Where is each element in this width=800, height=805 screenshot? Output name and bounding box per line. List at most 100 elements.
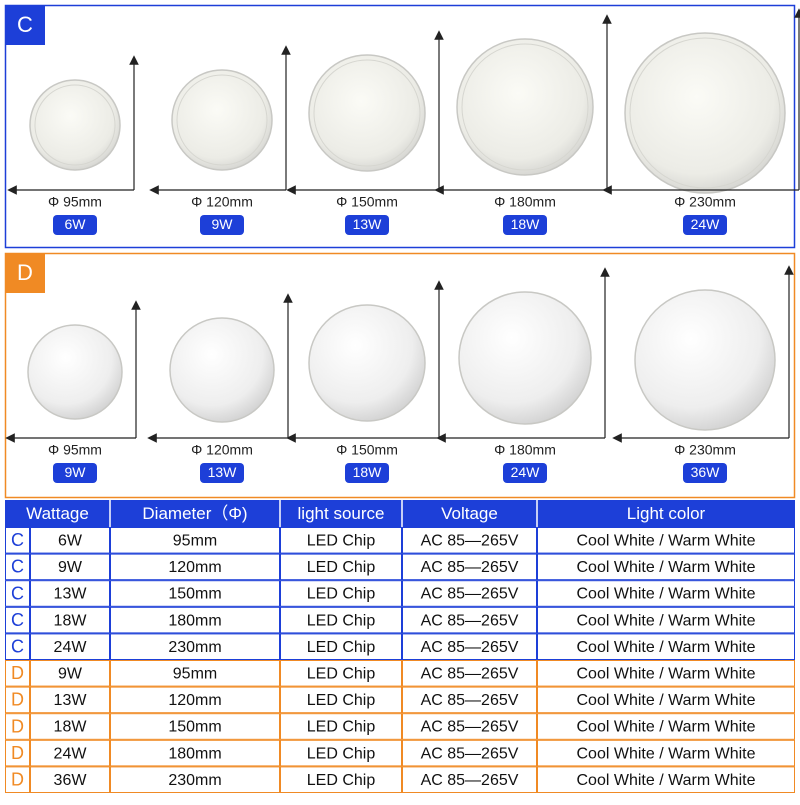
table-cell — [30, 739, 110, 767]
table-cell — [402, 633, 537, 661]
lamp — [27, 324, 123, 420]
table-cell — [5, 633, 30, 661]
lamp — [169, 317, 275, 423]
table-cell-text: 24W — [54, 745, 88, 762]
table-cell — [110, 633, 280, 661]
table-cell — [30, 606, 110, 634]
table-cell — [280, 633, 402, 661]
table-cell — [110, 739, 280, 767]
table-cell — [5, 580, 30, 607]
wattage-label: 18W — [353, 464, 383, 480]
lamp-rim — [313, 59, 421, 167]
table-cell — [402, 739, 537, 767]
table-cell — [5, 766, 30, 794]
table-cell-text: AC 85—265V — [421, 586, 519, 603]
table-cell-text: AC 85—265V — [421, 666, 519, 683]
table-cell-text: LED Chip — [307, 745, 376, 762]
table-cell-text: 95mm — [173, 533, 217, 550]
table-cell — [110, 606, 280, 634]
lamp — [458, 291, 592, 425]
wattage-label: 36W — [691, 464, 721, 480]
table-cell-text: 230mm — [168, 639, 221, 656]
diameter-label: Φ 230mm — [674, 442, 736, 458]
table-cell-text: Cool White / Warm White — [577, 533, 756, 550]
table-cell — [537, 766, 795, 794]
wattage-badge — [683, 463, 727, 483]
table-cell-text: 9W — [58, 666, 83, 683]
table-cell — [30, 686, 110, 714]
wattage-badge — [53, 215, 97, 235]
section-label-box — [5, 5, 45, 45]
lamp-rim — [176, 74, 268, 166]
diameter-label: Φ 95mm — [48, 194, 102, 210]
table-cell — [30, 660, 110, 687]
row-type: D — [11, 663, 24, 683]
table-cell — [280, 527, 402, 554]
wattage-badge — [503, 215, 547, 235]
row-type: D — [11, 743, 24, 763]
wattage-label: 24W — [691, 216, 721, 232]
wattage-badge — [200, 215, 244, 235]
table-cell-text: AC 85—265V — [421, 639, 519, 656]
diameter-label: Φ 120mm — [191, 194, 253, 210]
table-cell-text: LED Chip — [307, 639, 376, 656]
table-header-cell: light source — [298, 504, 385, 523]
table-cell-text: AC 85—265V — [421, 612, 519, 629]
table-cell-text: 13W — [54, 586, 88, 603]
wattage-label: 13W — [353, 216, 383, 232]
lamp — [29, 79, 121, 171]
wattage-label: 18W — [511, 216, 541, 232]
table-cell-text: 13W — [54, 692, 88, 709]
wattage-label: 13W — [208, 464, 238, 480]
table-cell-text: LED Chip — [307, 692, 376, 709]
table-cell-text: AC 85—265V — [421, 745, 519, 762]
table-cell — [110, 580, 280, 607]
table-cell — [402, 660, 537, 687]
table-cell-text: 95mm — [173, 666, 217, 683]
table-cell — [537, 580, 795, 607]
wattage-badge — [200, 463, 244, 483]
table-cell — [402, 606, 537, 634]
table-cell — [537, 713, 795, 740]
wattage-label: 6W — [65, 216, 87, 232]
table-cell — [110, 686, 280, 714]
table-cell — [5, 686, 30, 714]
table-cell-text: Cool White / Warm White — [577, 772, 756, 789]
table-cell — [537, 527, 795, 554]
lamp-rim — [629, 37, 781, 189]
section-panel — [4, 252, 796, 499]
table-header-cell: Diameter（Φ) — [142, 504, 247, 523]
table-cell — [537, 660, 795, 687]
diameter-label: Φ 120mm — [191, 442, 253, 458]
section-label-box — [5, 253, 45, 293]
wattage-label: 24W — [511, 464, 541, 480]
table-cell — [5, 606, 30, 634]
lamp — [634, 289, 776, 431]
table-cell-text: 6W — [58, 533, 83, 550]
table-cell — [402, 580, 537, 607]
row-type: D — [11, 716, 24, 736]
table-cell — [110, 766, 280, 794]
section-panel — [4, 4, 796, 249]
table-cell — [30, 580, 110, 607]
table-cell — [537, 633, 795, 661]
table-cell-text: 230mm — [168, 772, 221, 789]
table-header-bg — [5, 500, 795, 527]
table-cell-text: 9W — [58, 559, 83, 576]
lamp-rim — [461, 43, 589, 171]
table-cell-text: AC 85—265V — [421, 533, 519, 550]
lamp — [624, 32, 786, 194]
table-cell — [280, 660, 402, 687]
table-cell-text: LED Chip — [307, 772, 376, 789]
table-cell — [5, 713, 30, 740]
table-cell-text: 180mm — [168, 612, 221, 629]
diameter-label: Φ 95mm — [48, 442, 102, 458]
table-cell — [280, 580, 402, 607]
table-cell — [110, 660, 280, 687]
table-cell-text: LED Chip — [307, 559, 376, 576]
table-cell — [537, 686, 795, 714]
table-cell — [110, 713, 280, 740]
table-header-cell: Light color — [627, 504, 706, 523]
table-cell — [30, 766, 110, 794]
table-cell — [110, 553, 280, 581]
